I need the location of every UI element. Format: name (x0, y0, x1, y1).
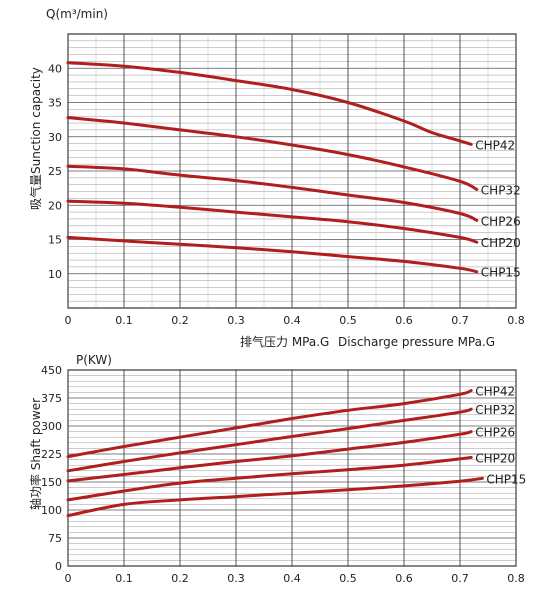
series-label-chp15: CHP15 (486, 472, 526, 486)
series-line-chp15 (66, 235, 479, 274)
capacity-x-tick-label: 0.7 (451, 314, 469, 327)
series-label-chp15: CHP15 (481, 266, 521, 280)
power-grid (67, 369, 517, 567)
power-y-tick-label: 150 (41, 476, 62, 489)
capacity-y-tick-label: 15 (48, 234, 62, 247)
capacity-y-tick-label: 25 (48, 165, 62, 178)
power-x-ticks: 0 0.1 0.2 0.3 0.4 0.5 0.6 0.7 0.8 (65, 572, 525, 585)
series-label-chp32: CHP32 (481, 183, 521, 197)
capacity-x-tick-label: 0.5 (339, 314, 357, 327)
power-y-tick-label: 450 (41, 364, 62, 377)
capacity-y-tick-label: 35 (48, 97, 62, 110)
capacity-y-tick-label: 20 (48, 199, 62, 212)
capacity-y-ticks: 10 15 20 25 30 35 40 (48, 62, 62, 281)
capacity-grid (67, 33, 517, 309)
power-y-tick-label: 75 (48, 532, 62, 545)
series-label-chp20: CHP20 (481, 236, 521, 250)
series-label-chp42: CHP42 (475, 138, 515, 152)
capacity-series-labels: CHP42 CHP32 CHP26 CHP20 CHP15 (475, 138, 521, 279)
capacity-unit-label: Q(m³/min) (46, 7, 108, 21)
capacity-x-tick-label: 0.4 (283, 314, 301, 327)
series-line-chp26 (66, 430, 473, 483)
series-line-chp42 (66, 389, 473, 459)
capacity-x-tick-label: 0.3 (227, 314, 245, 327)
capacity-x-axis-label-cn: 排气压力 MPa.G (240, 334, 329, 349)
capacity-y-axis-label: 吸气量Sunction capacity (28, 67, 43, 210)
series-line-chp15 (66, 476, 484, 518)
capacity-x-ticks: 0 0.1 0.2 0.3 0.4 0.5 0.6 0.7 0.8 (65, 314, 525, 327)
series-line-chp32 (66, 407, 473, 473)
capacity-chart: 0 0.1 0.2 0.3 0.4 0.5 0.6 0.7 0.8 10 15 20 25 30 35 40… (28, 7, 525, 349)
capacity-x-tick-label: 0.8 (507, 314, 525, 327)
series-line-chp26 (66, 164, 479, 222)
power-series-labels: CHP42 CHP32 CHP26 CHP20 CHP15 (475, 385, 526, 487)
series-label-chp20: CHP20 (475, 451, 515, 465)
power-x-tick-label: 0.5 (339, 572, 357, 585)
series-label-chp26: CHP26 (481, 214, 521, 228)
power-y-tick-label: 300 (41, 420, 62, 433)
series-line-chp20 (66, 199, 479, 244)
power-y-axis-label: 轴功率 Shaft power (28, 398, 43, 510)
power-x-tick-label: 0.4 (283, 572, 301, 585)
power-x-tick-label: 0.2 (171, 572, 189, 585)
power-y-tick-label: 100 (41, 504, 62, 517)
power-x-tick-label: 0.1 (115, 572, 133, 585)
power-y-tick-label: 375 (41, 392, 62, 405)
power-x-tick-label: 0.3 (227, 572, 245, 585)
series-line-chp42 (66, 61, 473, 146)
power-x-tick-label: 0.7 (451, 572, 469, 585)
power-y-tick-label: 225 (41, 448, 62, 461)
power-y-tick-label: 0 (55, 560, 62, 573)
capacity-x-tick-label: 0 (65, 314, 72, 327)
capacity-y-tick-label: 30 (48, 131, 62, 144)
series-line-chp32 (66, 116, 479, 191)
capacity-x-tick-label: 0.6 (395, 314, 413, 327)
series-label-chp32: CHP32 (475, 403, 515, 417)
capacity-lines (66, 61, 479, 274)
capacity-x-axis-label-en: Discharge pressure MPa.G (338, 335, 495, 349)
series-line-chp20 (66, 455, 473, 502)
power-x-tick-label: 0.6 (395, 572, 413, 585)
capacity-x-tick-label: 0.2 (171, 314, 189, 327)
power-lines (66, 389, 484, 518)
power-y-ticks: 0 75 100 150 225 300 375 450 (41, 364, 62, 573)
capacity-y-tick-label: 10 (48, 268, 62, 281)
power-chart: 0 0.1 0.2 0.3 0.4 0.5 0.6 0.7 0.8 0 75 100 150 225 30… (28, 353, 526, 585)
series-label-chp26: CHP26 (475, 426, 515, 440)
power-unit-label: P(KW) (76, 353, 112, 367)
series-label-chp42: CHP42 (475, 385, 515, 399)
capacity-x-tick-label: 0.1 (115, 314, 133, 327)
power-x-tick-label: 0 (65, 572, 72, 585)
power-x-tick-label: 0.8 (507, 572, 525, 585)
capacity-y-tick-label: 40 (48, 62, 62, 75)
